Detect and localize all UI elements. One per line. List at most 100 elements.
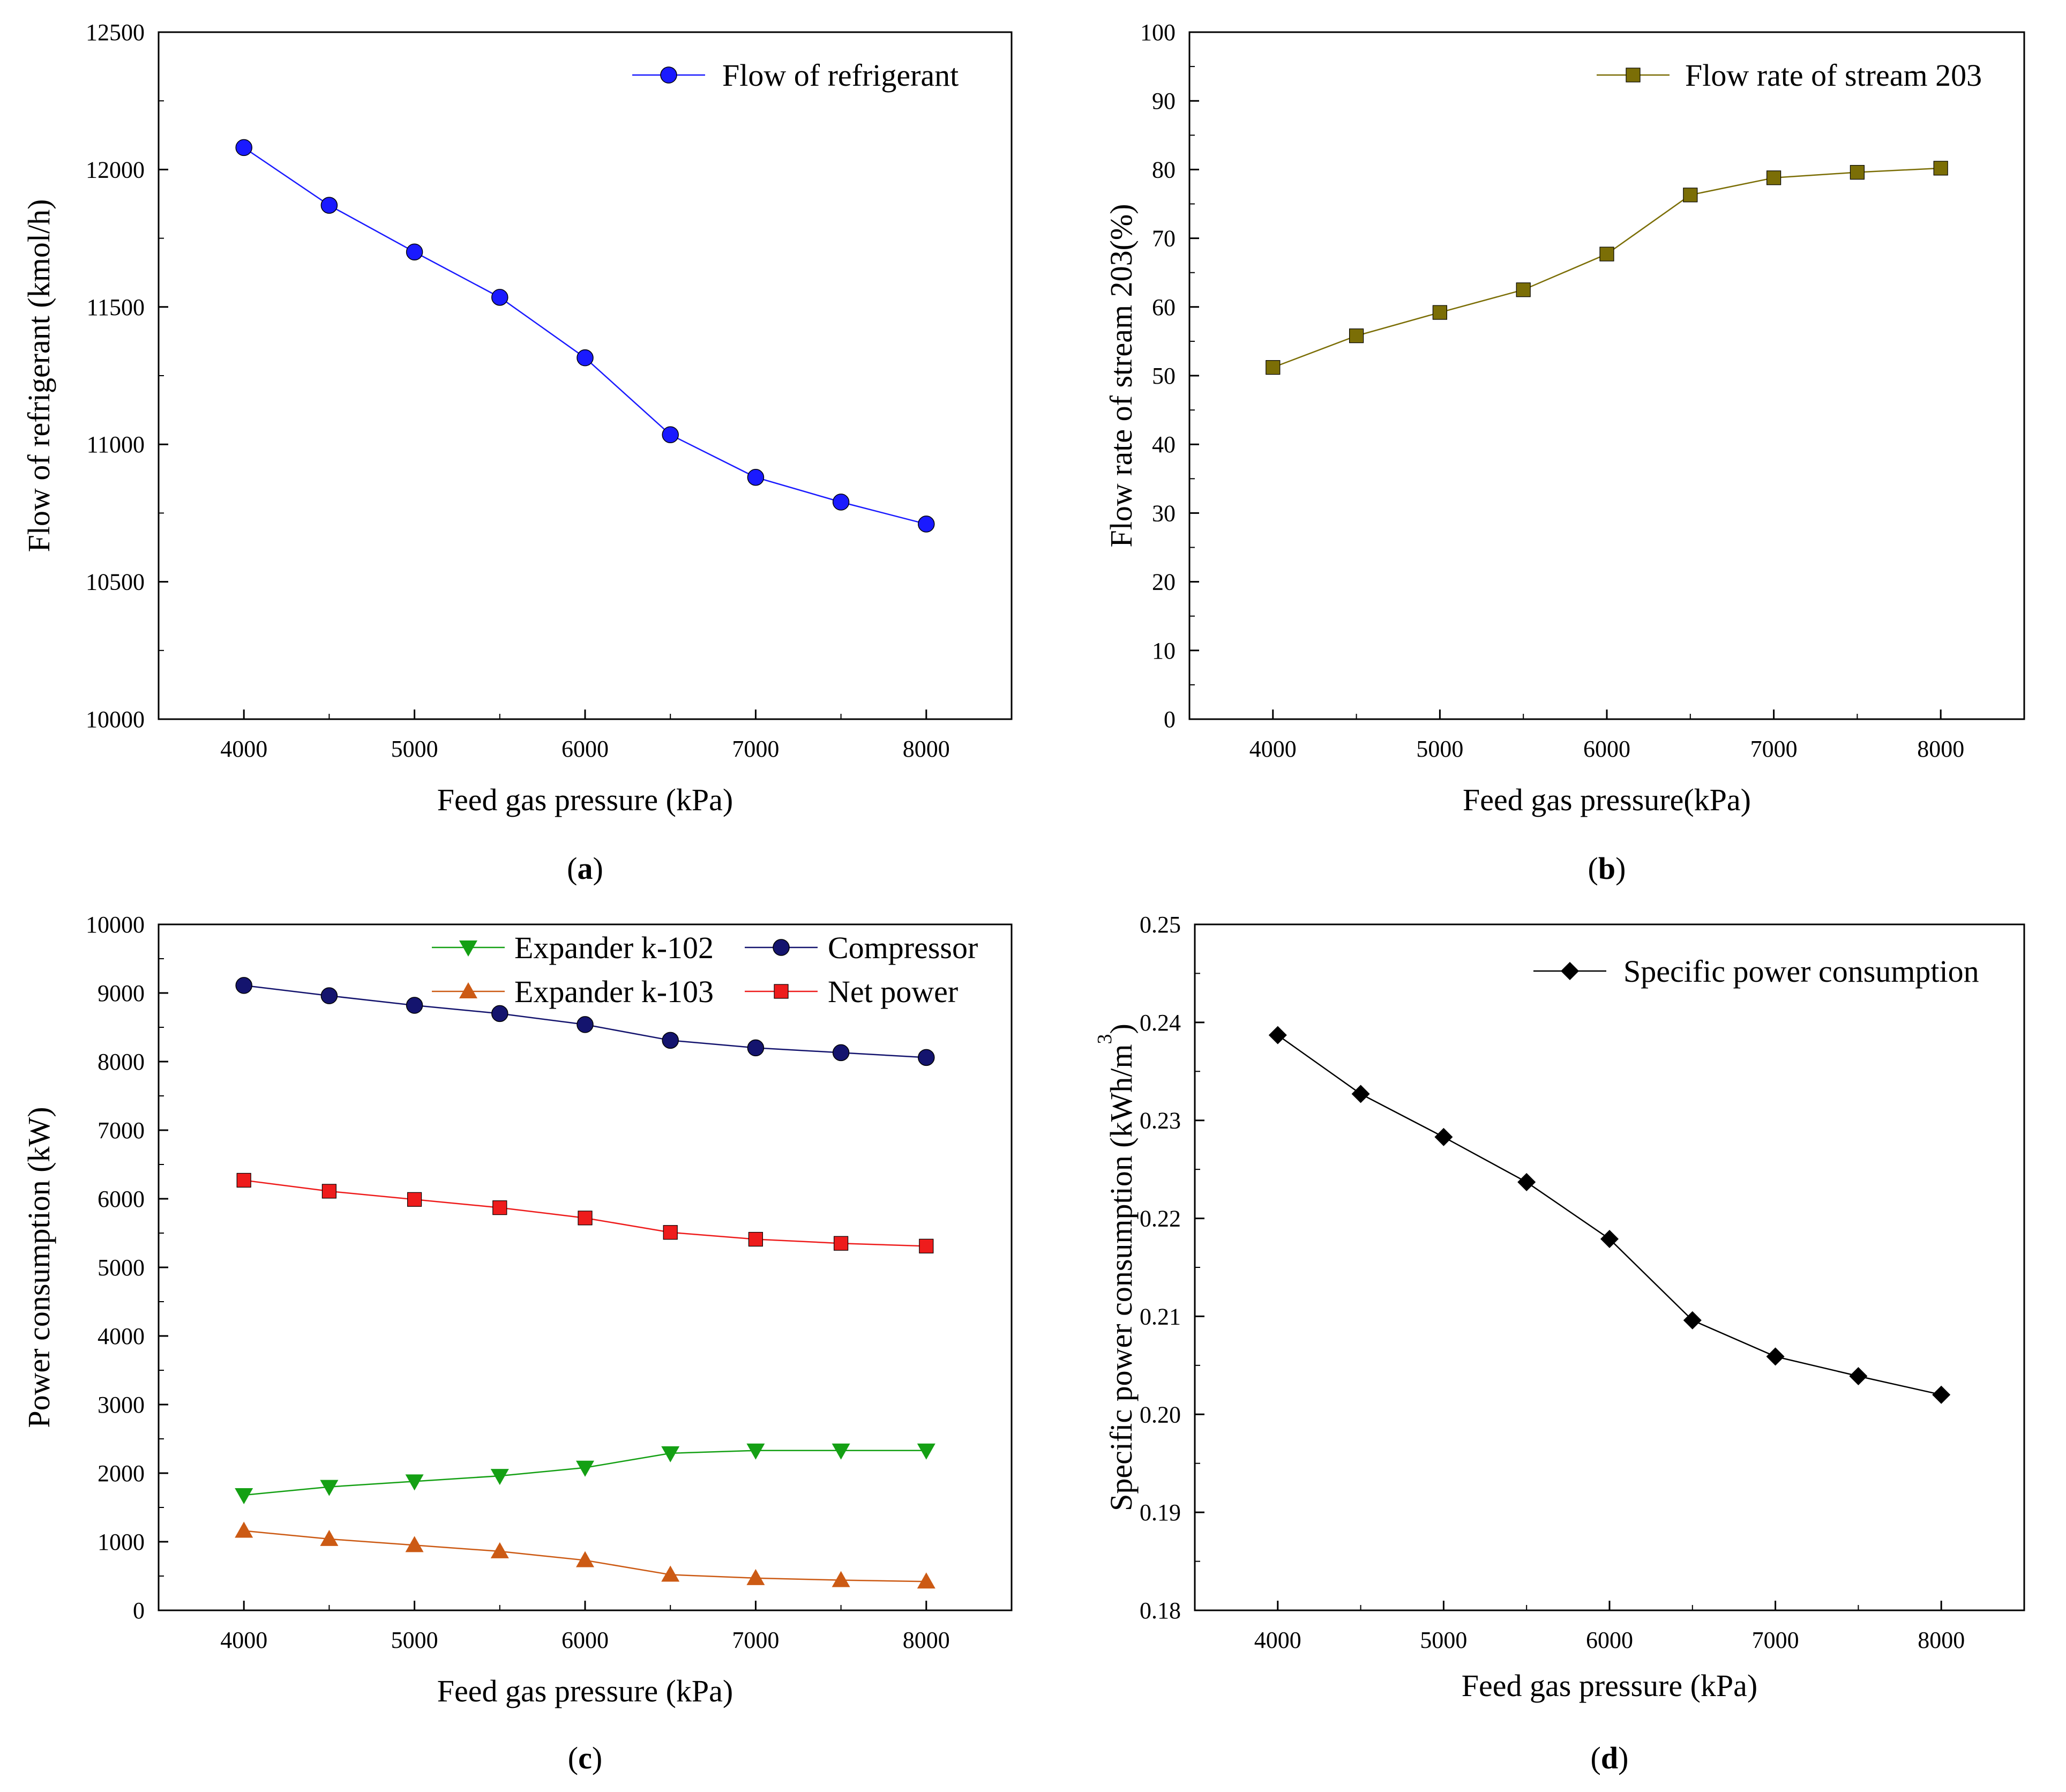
data-point <box>491 1005 508 1022</box>
y-tick-label: 80 <box>1152 156 1176 183</box>
data-point <box>1766 170 1781 185</box>
data-point <box>578 1211 593 1226</box>
x-axis-title: Feed gas pressure (kPa) <box>437 1674 733 1708</box>
legend-marker <box>1561 962 1579 980</box>
y-axis-title: Power consumption (kW) <box>21 1107 56 1428</box>
data-point <box>1932 1385 1951 1404</box>
data-point <box>1850 165 1865 180</box>
legend-entry: Specific power consumption <box>1533 954 1979 989</box>
series-specific-power-consumption <box>1268 1026 1951 1404</box>
data-point <box>235 139 252 156</box>
data-point <box>492 1200 507 1215</box>
data-point <box>1600 1229 1619 1248</box>
panel-caption-letter: a <box>578 851 593 886</box>
panel-caption: (c) <box>568 1741 602 1775</box>
legend-label: Expander k-103 <box>514 974 714 1009</box>
x-tick-label: 5000 <box>391 736 438 762</box>
legend-label: Specific power consumption <box>1623 954 1979 989</box>
data-point <box>236 1173 251 1188</box>
legend-marker <box>774 984 789 999</box>
y-tick-label: 11000 <box>87 431 145 458</box>
series-flow-rate-of-stream-203 <box>1266 161 1948 375</box>
data-point <box>405 1536 424 1552</box>
data-point <box>576 1460 594 1477</box>
data-point <box>406 997 423 1014</box>
data-point <box>577 1016 594 1033</box>
series-net-power <box>236 1173 934 1253</box>
y-axis-title-text: Power consumption (kW) <box>21 1107 56 1428</box>
data-point <box>235 1521 253 1538</box>
data-point <box>1432 305 1447 320</box>
chart-d: 4000 5000 6000 7000 8000 0.18 0.19 0.20 0.21 0.22… <box>1094 912 2025 1775</box>
y-tick-label: 0.21 <box>1140 1303 1181 1330</box>
y-tick-label: 10 <box>1152 638 1176 664</box>
y-tick-label: 20 <box>1152 569 1176 595</box>
legend-marker <box>773 939 790 956</box>
y-tick-label: 2000 <box>98 1460 145 1487</box>
y-axis-title-text: Flow rate of stream 203(%) <box>1104 204 1139 547</box>
data-point <box>1516 282 1531 297</box>
series-expander-k-103 <box>235 1521 935 1589</box>
data-point <box>1933 161 1948 176</box>
y-tick-label: 1000 <box>98 1529 145 1555</box>
legend-entry: Flow of refrigerant <box>632 58 959 93</box>
data-point <box>1351 1085 1370 1103</box>
y-tick-label: 0.22 <box>1140 1206 1181 1232</box>
y-tick-label: 40 <box>1152 431 1176 458</box>
legend-entry: Expander k-103 <box>432 974 714 1009</box>
data-point <box>1517 1173 1536 1191</box>
panel-caption: (d) <box>1591 1741 1629 1775</box>
data-point <box>661 1446 680 1462</box>
y-tick-label: 0.23 <box>1140 1108 1181 1134</box>
y-tick-label: 11500 <box>87 294 145 320</box>
data-point <box>832 1044 850 1062</box>
y-tick-label: 100 <box>1140 19 1176 46</box>
y-tick-label: 12500 <box>86 19 145 46</box>
y-axis-title-superscript: 3 <box>1094 1034 1116 1044</box>
x-tick-label: 8000 <box>903 1627 950 1653</box>
x-tick-label: 7000 <box>732 1627 779 1653</box>
y-tick-label: 10500 <box>86 569 145 595</box>
data-point <box>1683 1311 1702 1330</box>
data-point <box>662 426 679 444</box>
x-tick-label: 6000 <box>1586 1627 1633 1653</box>
data-point <box>1349 328 1364 344</box>
series-line <box>243 147 927 525</box>
x-tick-label: 4000 <box>1254 1627 1301 1653</box>
x-tick-label: 7000 <box>732 736 779 762</box>
data-point <box>1266 360 1281 375</box>
data-point <box>490 1542 509 1558</box>
y-tick-label: 0.19 <box>1140 1499 1181 1526</box>
data-point <box>320 1480 339 1496</box>
y-tick-label: 0.20 <box>1140 1401 1181 1428</box>
y-tick-label: 10000 <box>86 706 145 733</box>
data-point <box>406 243 423 260</box>
legend-entry: Compressor <box>745 930 978 965</box>
legend-marker <box>459 982 477 998</box>
data-point <box>320 1529 339 1546</box>
y-tick-label: 60 <box>1152 294 1176 320</box>
y-tick-label: 0.18 <box>1140 1597 1181 1624</box>
plot-frame <box>158 31 1013 720</box>
y-tick-label: 30 <box>1152 500 1176 526</box>
x-tick-label: 8000 <box>903 736 950 762</box>
series-line <box>1277 1034 1942 1395</box>
legend-entry: Expander k-102 <box>432 930 714 965</box>
data-point <box>320 197 338 214</box>
y-tick-label: 90 <box>1152 88 1176 114</box>
data-point <box>747 468 765 486</box>
data-point <box>832 494 850 511</box>
data-point <box>833 1236 849 1251</box>
series-line <box>1272 167 1941 368</box>
data-point <box>746 1569 765 1585</box>
x-tick-label: 4000 <box>220 1627 267 1653</box>
y-axis-title-text: Flow of refrigerant (kmol/h) <box>21 199 56 552</box>
y-tick-label: 0.24 <box>1140 1010 1181 1036</box>
y-tick-label: 5000 <box>98 1255 145 1281</box>
legend-entry: Flow rate of stream 203 <box>1597 58 1982 93</box>
y-tick-label: 50 <box>1152 363 1176 389</box>
x-tick-label: 4000 <box>220 736 267 762</box>
legend-marker <box>459 940 477 957</box>
y-tick-label: 10000 <box>86 912 145 938</box>
y-axis-title-suffix: ) <box>1104 1024 1139 1034</box>
